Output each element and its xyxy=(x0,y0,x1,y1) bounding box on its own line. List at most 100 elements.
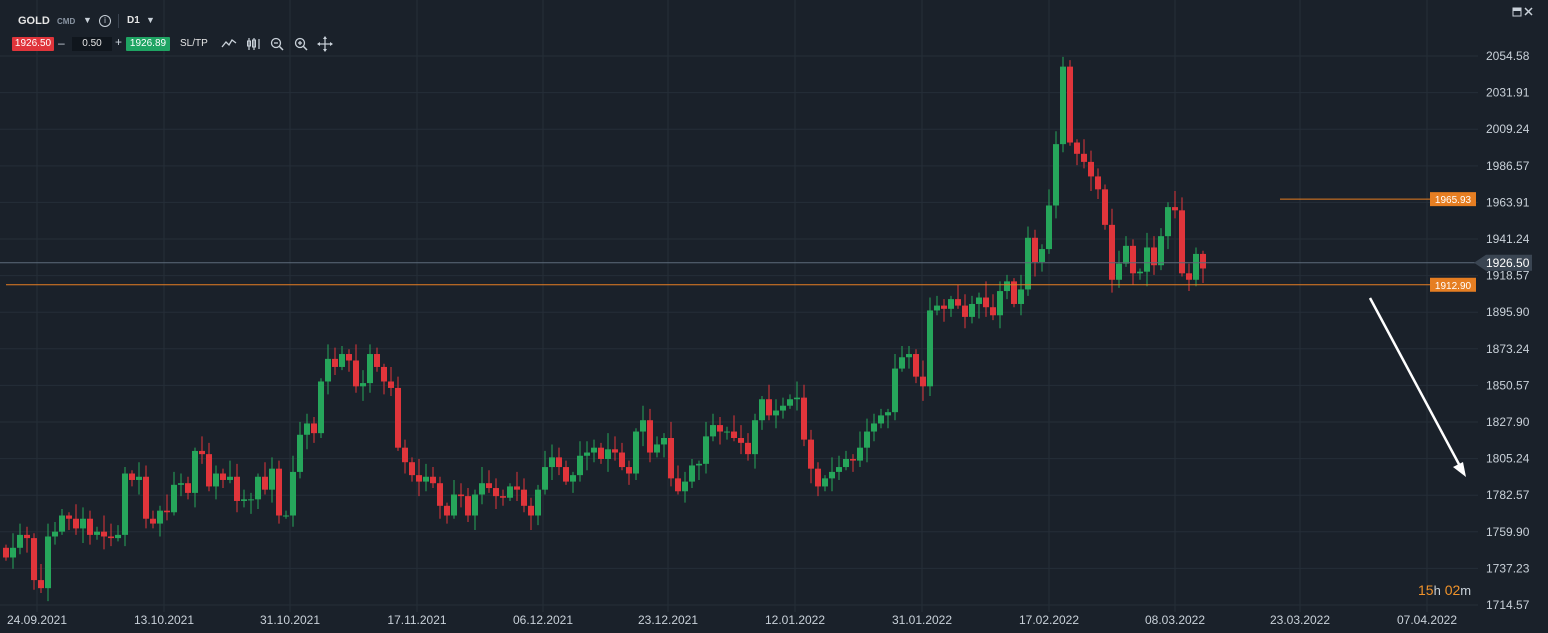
candle-body xyxy=(871,423,877,432)
candle xyxy=(1186,263,1192,292)
candle-body xyxy=(283,515,289,517)
candle xyxy=(584,441,590,471)
x-tick-label: 23.12.2021 xyxy=(638,613,698,627)
candle xyxy=(430,467,436,489)
zoom-out-icon[interactable] xyxy=(269,36,285,52)
candle xyxy=(787,394,793,409)
candle-body xyxy=(927,310,933,387)
candle-body xyxy=(1172,207,1178,211)
candle xyxy=(192,447,198,508)
candle xyxy=(738,425,744,455)
candle-body xyxy=(248,499,254,501)
timer-minutes-unit: m xyxy=(1460,583,1472,598)
candle xyxy=(241,489,247,508)
candle xyxy=(346,349,352,372)
candle xyxy=(857,431,863,468)
level-tag[interactable] xyxy=(1430,192,1476,207)
candle-body xyxy=(822,478,828,487)
candle xyxy=(115,525,121,542)
candle-body xyxy=(633,431,639,474)
horizontal-lines[interactable]: 1926.50 1965.93 1912.90 xyxy=(0,192,1532,292)
candle-body xyxy=(59,515,65,532)
candle-body xyxy=(1074,142,1080,154)
candle-body xyxy=(773,410,779,416)
decrease-quantity-button[interactable]: – xyxy=(58,36,65,50)
candle-body xyxy=(402,447,408,463)
y-tick-label: 1782.57 xyxy=(1486,488,1530,502)
candle-body xyxy=(444,505,450,516)
minimize-icon[interactable] xyxy=(1512,7,1522,17)
timeframe-dropdown-icon[interactable]: ▼ xyxy=(146,15,155,25)
candle-body xyxy=(1053,144,1059,206)
window-controls xyxy=(1512,7,1533,17)
candle-body xyxy=(262,476,268,490)
candle-body xyxy=(766,399,772,416)
candle-body xyxy=(745,442,751,455)
candle-body xyxy=(1088,161,1094,177)
candle-body xyxy=(1109,224,1115,280)
candle xyxy=(185,476,191,500)
crosshair-move-icon[interactable] xyxy=(317,36,333,52)
candle-body xyxy=(339,354,345,367)
candle-body xyxy=(1039,249,1045,262)
x-tick-label: 07.04.2022 xyxy=(1397,613,1457,627)
candle xyxy=(696,460,702,480)
candle xyxy=(332,347,338,376)
candle-body xyxy=(1179,210,1185,274)
candle-body xyxy=(976,297,982,304)
info-icon[interactable]: i xyxy=(99,15,111,27)
sltp-button[interactable]: SL/TP xyxy=(180,38,208,49)
sell-button[interactable]: 1926.50 xyxy=(12,37,54,51)
candle xyxy=(164,494,170,521)
candle xyxy=(822,475,828,492)
candle xyxy=(318,378,324,438)
symbol-name[interactable]: GOLD xyxy=(18,15,50,27)
candle-body xyxy=(388,381,394,388)
candle xyxy=(703,421,709,474)
close-icon[interactable] xyxy=(1524,7,1533,16)
indicators-icon[interactable] xyxy=(246,36,262,52)
candle xyxy=(157,505,163,537)
candle xyxy=(710,413,716,442)
candle-body xyxy=(1193,253,1199,280)
candle-body xyxy=(395,387,401,448)
x-tick-label: 31.10.2021 xyxy=(260,613,320,627)
candle-body xyxy=(1025,237,1031,290)
trend-arrow[interactable] xyxy=(1368,297,1466,477)
timeframe-selector[interactable]: D1 xyxy=(127,15,140,26)
quantity-input[interactable]: 0.50 xyxy=(72,37,112,51)
buy-button[interactable]: 1926.89 xyxy=(126,37,170,51)
candle-body xyxy=(73,518,79,529)
line-chart-icon[interactable] xyxy=(221,36,237,52)
increase-quantity-button[interactable]: + xyxy=(115,35,123,49)
candle-body xyxy=(864,431,870,448)
candle xyxy=(829,457,835,492)
candle xyxy=(24,526,30,553)
zoom-in-icon[interactable] xyxy=(293,36,309,52)
candle-body xyxy=(780,405,786,411)
y-axis: 2054.58 2031.91 2009.24 1986.57 1963.91 1941.… xyxy=(1486,49,1530,612)
candle xyxy=(913,349,919,384)
candle-body xyxy=(612,449,618,453)
symbol-dropdown-icon[interactable]: ▼ xyxy=(83,15,92,25)
level-tag[interactable] xyxy=(1430,277,1476,292)
candle xyxy=(444,502,450,524)
candle xyxy=(409,457,415,482)
candle xyxy=(864,418,870,463)
candle xyxy=(367,344,373,393)
candle-body xyxy=(241,499,247,501)
candle-body xyxy=(206,454,212,487)
candle-body xyxy=(857,447,863,461)
candle xyxy=(479,467,485,505)
candle xyxy=(1144,232,1150,287)
y-tick-label: 1714.57 xyxy=(1486,598,1530,612)
candle-body xyxy=(1151,247,1157,266)
candle-body xyxy=(647,420,653,453)
candle xyxy=(248,492,254,514)
candle xyxy=(1193,247,1199,287)
candle-body xyxy=(185,483,191,493)
candle-body xyxy=(38,580,44,589)
y-tick-label: 1963.91 xyxy=(1486,195,1530,209)
candle-body xyxy=(738,437,744,443)
